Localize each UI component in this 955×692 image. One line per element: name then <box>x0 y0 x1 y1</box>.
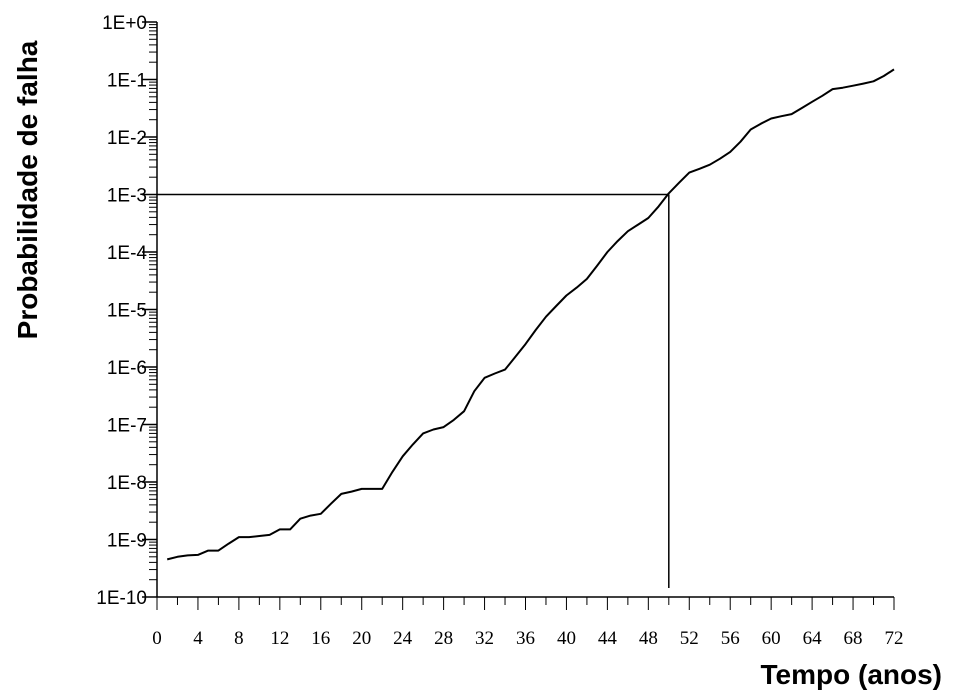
x-tick-label: 48 <box>639 628 658 649</box>
y-axis-title: Probabilidade de falha <box>12 40 43 339</box>
y-tick-label: 1E-7 <box>107 416 147 437</box>
x-tick-label: 40 <box>557 628 576 649</box>
x-axis-title: Tempo (anos) <box>761 659 942 690</box>
x-tick-label: 60 <box>762 628 781 649</box>
x-tick-label: 68 <box>844 628 863 649</box>
x-tick-label: 0 <box>152 628 162 649</box>
x-tick-label: 64 <box>803 628 823 649</box>
x-tick-label: 32 <box>475 628 494 649</box>
series-line <box>166 68 895 561</box>
y-tick-label: 1E-2 <box>107 128 147 149</box>
x-tick-label: 36 <box>516 628 535 649</box>
x-tick-label: 72 <box>885 628 904 649</box>
x-tick-label: 8 <box>234 628 244 649</box>
y-tick-label: 1E-8 <box>107 473 147 494</box>
x-tick-label: 56 <box>721 628 740 649</box>
x-tick-label: 20 <box>352 628 371 649</box>
y-axis: 1E+0 1E-1 1E-2 1E-3 1E-4 1E-5 1E-6 1E-7 1E-8 1E-9… <box>96 13 158 609</box>
x-tick-label: 4 <box>193 628 203 649</box>
y-tick-label: 1E-3 <box>107 186 147 207</box>
y-tick-label: 1E-6 <box>107 358 147 379</box>
x-tick-label: 16 <box>311 628 330 649</box>
x-tick-label: 52 <box>680 628 699 649</box>
series-group <box>166 68 895 561</box>
x-tick-label: 12 <box>270 628 289 649</box>
y-tick-label: 1E+0 <box>102 13 147 34</box>
y-tick-label: 1E-4 <box>107 243 148 264</box>
y-tick-label: 1E-9 <box>107 531 147 552</box>
x-tick-label: 28 <box>434 628 453 649</box>
y-tick-label: 1E-10 <box>96 588 147 609</box>
y-tick-label: 1E-1 <box>107 71 147 92</box>
reference-lines <box>157 193 670 588</box>
x-axis: 0 4 8 12 16 20 24 28 32 36 40 44 48 52 56 60 64 68 72 <box>152 596 904 649</box>
y-tick-label: 1E-5 <box>107 301 147 322</box>
x-tick-label: 24 <box>393 628 413 649</box>
x-tick-label: 44 <box>598 628 618 649</box>
